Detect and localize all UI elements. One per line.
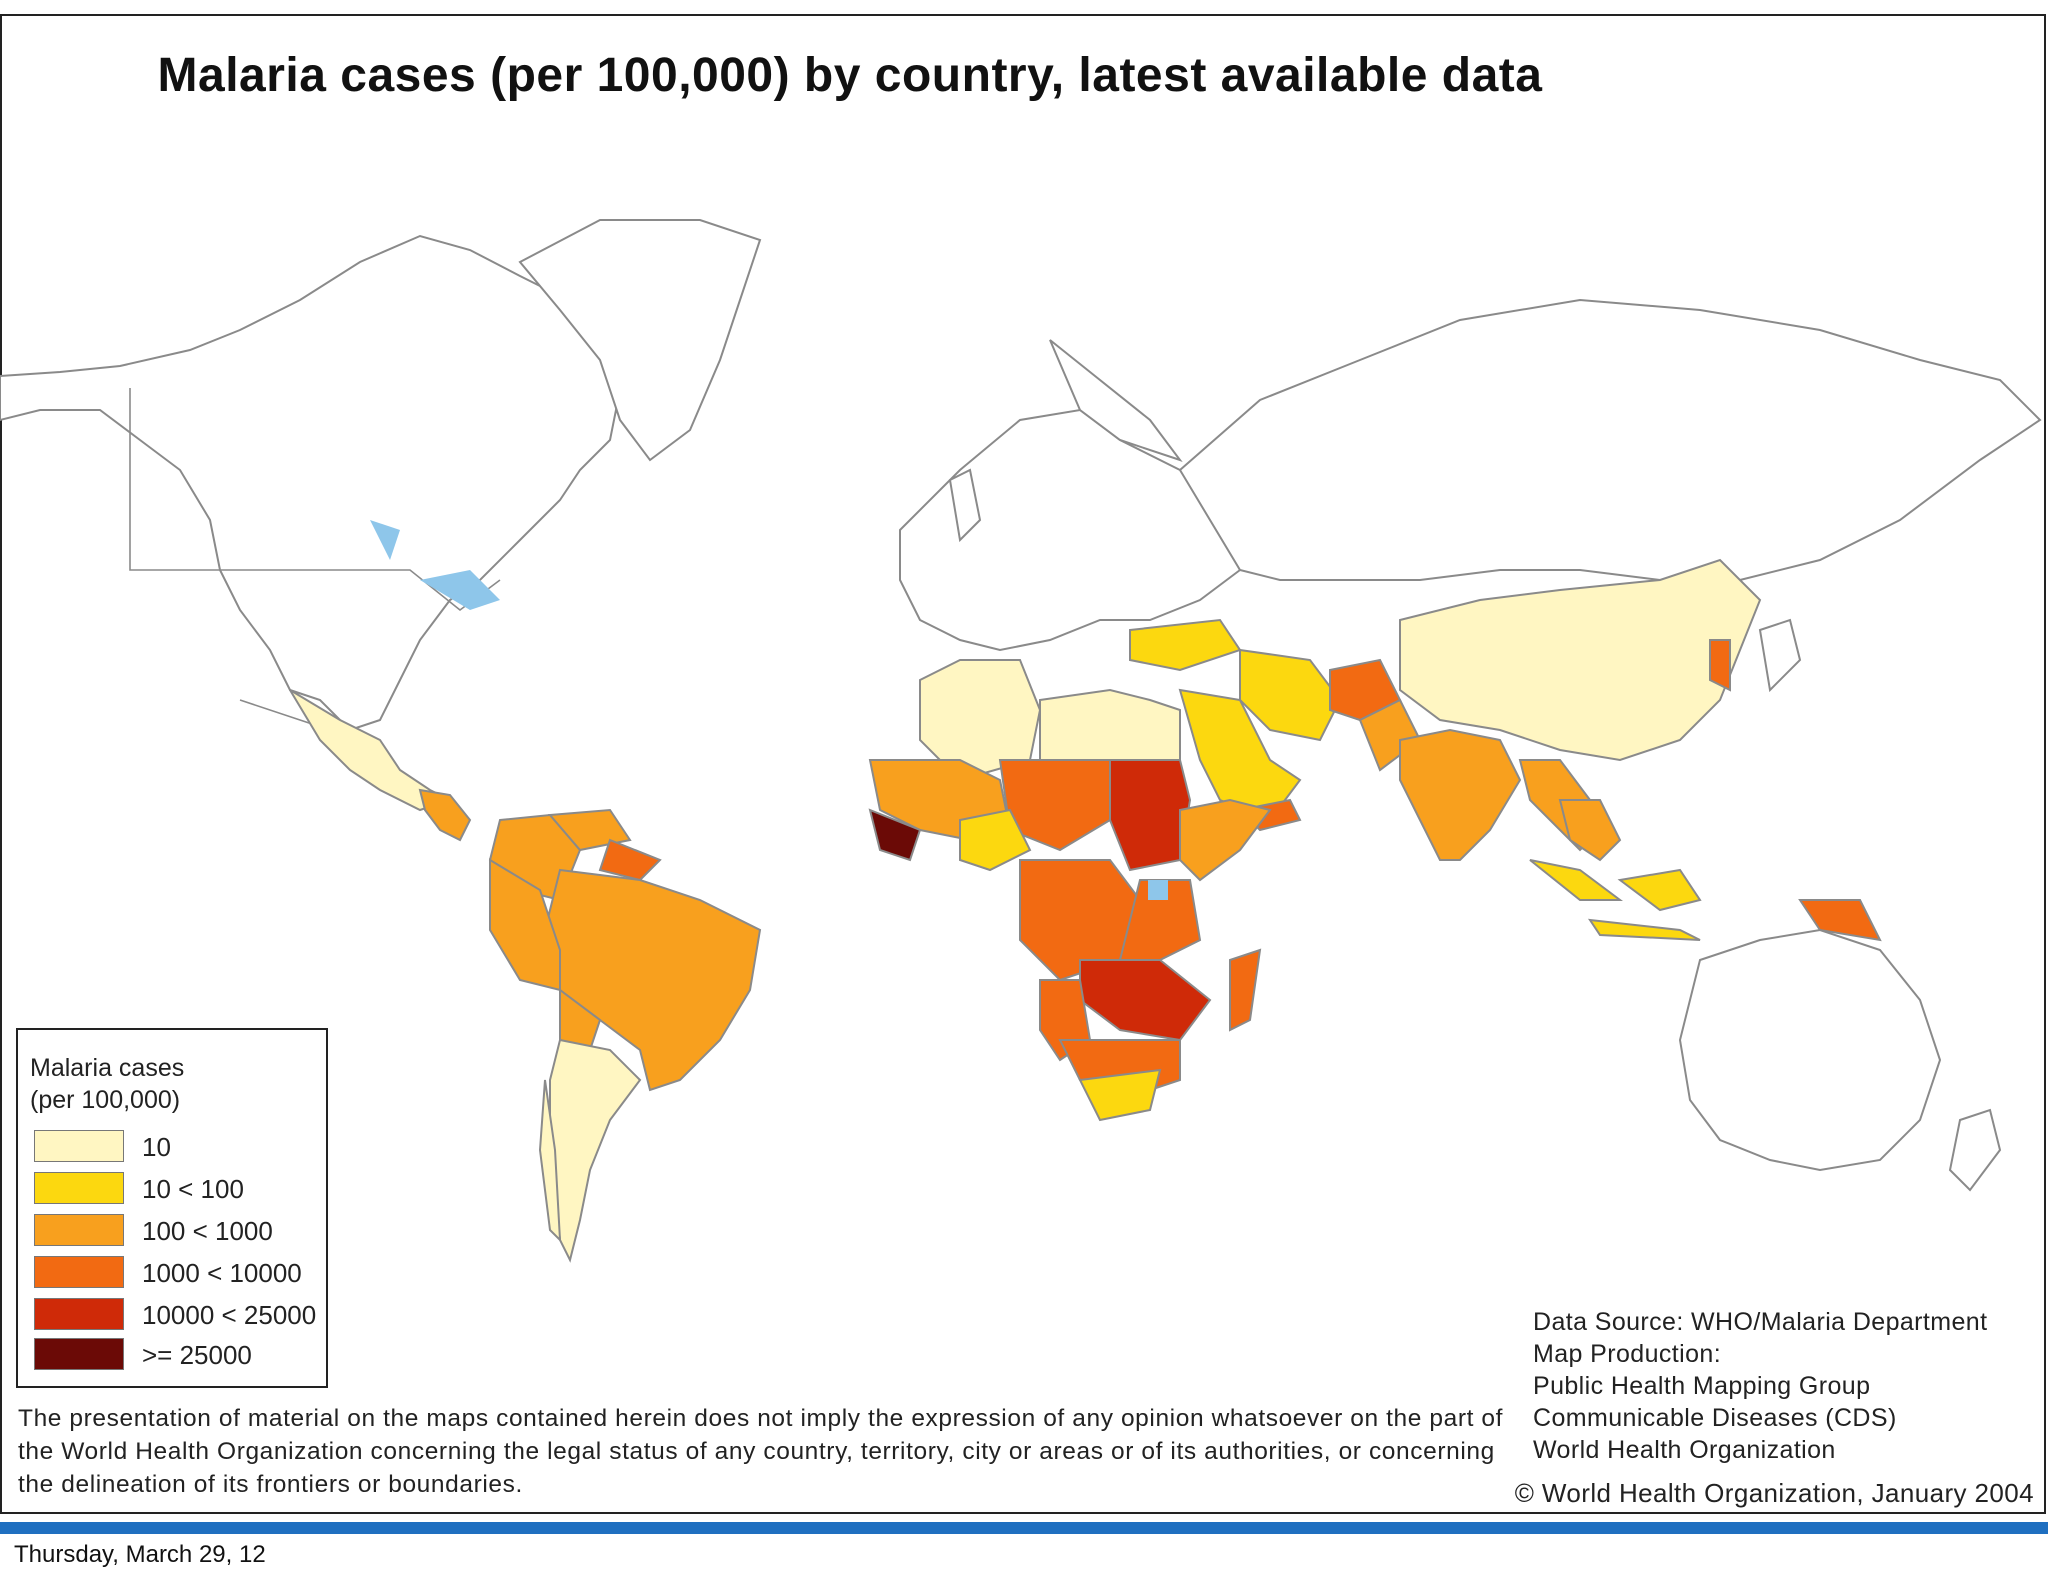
land-new-zealand: [1948, 1108, 2002, 1192]
land-north-america: [0, 234, 622, 732]
legend-item: >= 25000: [34, 1338, 324, 1372]
legend-swatch: [34, 1256, 124, 1288]
legend-label: 10 < 100: [142, 1174, 244, 1204]
credits: Data Source: WHO/Malaria Department Map …: [1533, 1306, 1987, 1466]
country-guianas: [598, 838, 662, 882]
credit-line: World Health Organization: [1533, 1436, 1836, 1464]
country-india: [1399, 728, 1522, 861]
legend-label: 100 < 1000: [142, 1216, 273, 1246]
lake-2: [370, 520, 400, 560]
country-thailand-cambodia: [1558, 799, 1622, 862]
legend-label: >= 25000: [142, 1340, 252, 1370]
legend-swatch: [34, 1172, 124, 1204]
lake-victoria: [1148, 880, 1168, 900]
country-ethiopia-somalia: [1179, 798, 1272, 882]
legend-item: 10000 < 25000: [34, 1298, 324, 1332]
country-central-america: [418, 788, 472, 842]
legend-title: Malaria cases (per 100,000): [30, 1054, 185, 1114]
copyright-text: © World Health Organization, January 200…: [1514, 1478, 2034, 1508]
disclaimer-text: The presentation of material on the maps…: [18, 1405, 1504, 1498]
country-libya-egypt: [1039, 688, 1181, 761]
country-chile: [538, 1079, 562, 1243]
credit-line: Map Production:: [1533, 1340, 1722, 1368]
legend-item: 100 < 1000: [34, 1214, 324, 1248]
footer-date: Thursday, March 29, 12: [14, 1541, 266, 1568]
country-east-africa: [1118, 879, 1202, 961]
country-paraguay-argentina: [549, 1038, 642, 1263]
land-scandinavia: [1049, 339, 1183, 462]
land-australia: [1678, 928, 1942, 1172]
country-indonesia-3: [1587, 918, 1701, 941]
footer-bar: [0, 1522, 2048, 1534]
legend-swatch: [34, 1338, 124, 1370]
country-indonesia-1: [1529, 859, 1623, 901]
credit-line: Public Health Mapping Group: [1533, 1372, 1871, 1400]
land-uk: [948, 468, 982, 543]
country-china: [1399, 558, 1762, 762]
country-north-africa-west: [919, 659, 1042, 782]
legend-item: 1000 < 10000: [34, 1256, 324, 1290]
legend: Malaria cases (per 100,000) 10 10 < 100 …: [16, 1028, 328, 1388]
legend-label: 10000 < 25000: [142, 1300, 317, 1330]
country-korea: [1709, 639, 1731, 692]
country-turkey: [1129, 618, 1242, 672]
legend-swatch: [34, 1298, 124, 1330]
map-title: Malaria cases (per 100,000) by country, …: [157, 49, 1543, 102]
country-indonesia-2: [1617, 868, 1702, 912]
land-europe: [899, 408, 1242, 652]
land-russia: [1178, 298, 2042, 581]
credit-line: Communicable Diseases (CDS): [1533, 1404, 1897, 1432]
country-west-africa-coast: [868, 808, 922, 862]
country-madagascar: [1229, 948, 1262, 1032]
lake-1: [420, 570, 500, 610]
land-japan: [1758, 618, 1802, 693]
country-south-africa: [1078, 1068, 1162, 1122]
credit-line: Data Source: WHO/Malaria Department: [1533, 1308, 1988, 1336]
legend-swatch: [34, 1214, 124, 1246]
country-iran: [1239, 648, 1342, 742]
legend-swatch: [34, 1130, 124, 1162]
legend-label: 10: [142, 1132, 171, 1162]
world-map: [0, 219, 2042, 1263]
country-tanzania-zambia: [1079, 959, 1212, 1042]
land-greenland: [518, 219, 762, 462]
legend-item: 10 < 100: [34, 1172, 324, 1206]
legend-item: 10: [34, 1130, 324, 1164]
legend-label: 1000 < 10000: [142, 1258, 302, 1288]
country-sudan: [1109, 759, 1192, 872]
country-nigeria: [959, 808, 1032, 872]
